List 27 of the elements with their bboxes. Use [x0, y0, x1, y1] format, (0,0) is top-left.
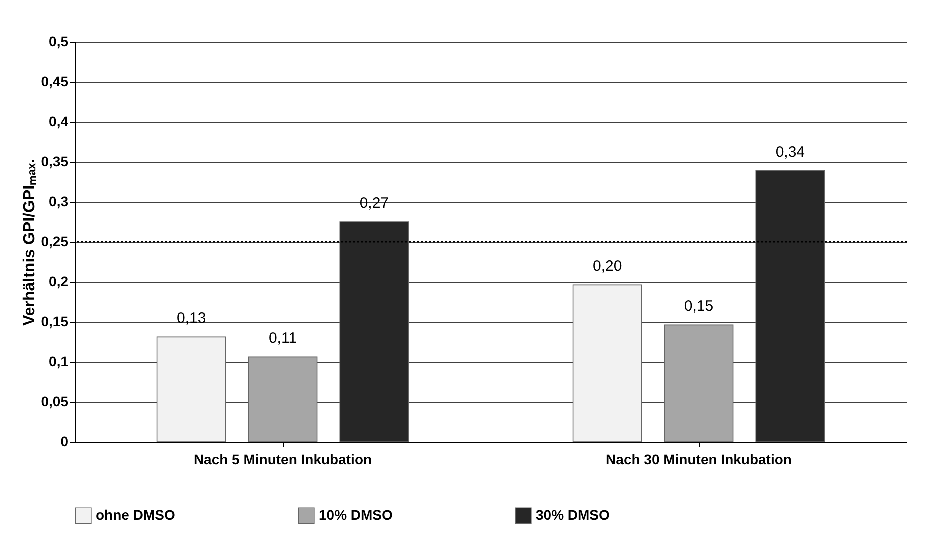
legend-label: 10% DMSO [319, 506, 394, 523]
legend-label: ohne DMSO [96, 506, 176, 523]
data-label: 0,15 [684, 298, 714, 316]
y-tick-label: 0,5 [49, 34, 69, 50]
y-tick-label: 0,1 [49, 354, 69, 370]
y-tick-label: 0,15 [41, 314, 69, 330]
y-tick-label: 0,45 [41, 74, 69, 90]
data-label: 0,34 [776, 144, 806, 161]
bar [664, 324, 734, 442]
y-tick-label: 0,2 [49, 274, 69, 290]
legend-label: 30% DMSO [536, 506, 610, 523]
bar [248, 356, 318, 442]
x-tick-label: Nach 30 Minuten Inkubation [606, 452, 792, 468]
y-tick-label: 0,25 [41, 234, 69, 250]
data-label: 0,20 [592, 258, 622, 276]
y-tick-label: 0,05 [41, 394, 69, 410]
y-tick-label: 0,35 [41, 154, 69, 170]
y-axis-title: Verhältnis GPI/GPIₘₐₓ. [21, 159, 38, 326]
y-tick-label: 0 [60, 434, 69, 450]
bar [340, 222, 410, 442]
bar [572, 284, 642, 442]
y-tick-label: 0,3 [49, 194, 69, 210]
x-tick-label: Nach 5 Minuten Inkubation [194, 452, 372, 468]
data-label: 0,11 [268, 330, 298, 348]
y-tick-label: 0,4 [49, 114, 69, 130]
bar [756, 170, 826, 442]
bar [156, 336, 226, 442]
